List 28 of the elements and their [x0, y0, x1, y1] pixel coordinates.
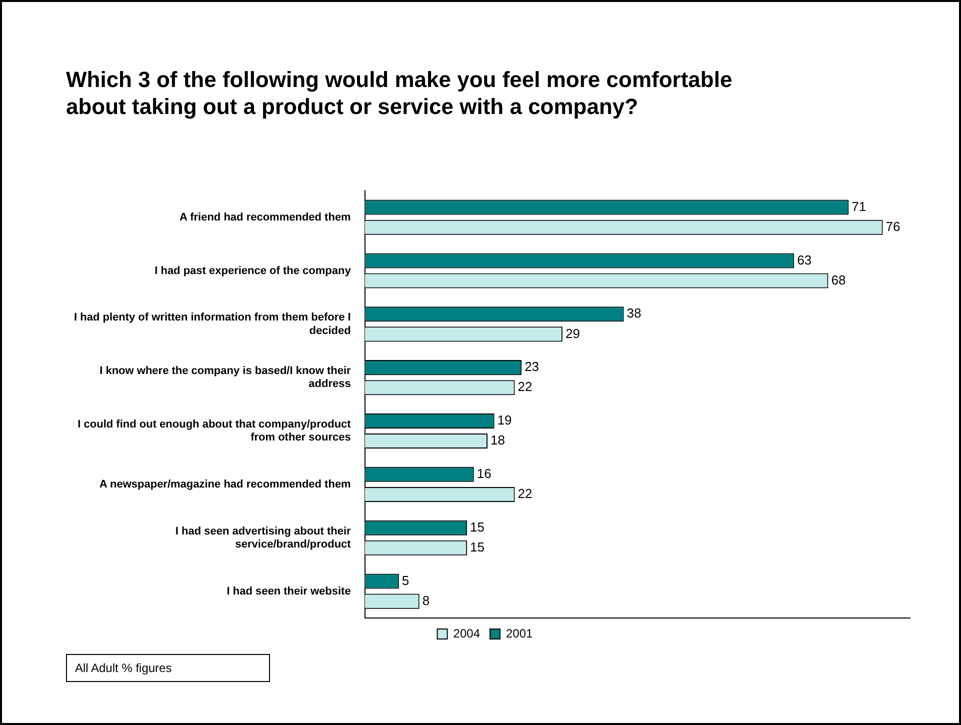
data-label: 71: [852, 198, 866, 214]
data-label: 38: [626, 306, 642, 321]
y-tick-label: A friend had recommended them: [180, 211, 352, 224]
data-label: 19: [497, 412, 512, 428]
data-label: 15: [470, 519, 485, 534]
y-tick-label: I know where the company is based/I know their address: [100, 365, 352, 390]
y-tick-label: I had seen their website: [226, 585, 351, 598]
y-tick-label: I had seen advertising about their service/brand/product: [175, 525, 352, 550]
data-label: 16: [476, 466, 492, 481]
data-label: 63: [797, 252, 812, 268]
data-label: 23: [524, 359, 540, 374]
data-label: 29: [565, 326, 580, 341]
y-tick-label: I had plenty of written information from them before I decided: [74, 312, 351, 337]
y-tick-label: A newspaper/magazine had recommended them: [99, 478, 352, 490]
text: All Adult % figures: [66, 654, 270, 682]
data-label: 15: [470, 539, 485, 554]
data-label: 8: [422, 592, 430, 608]
y-tick-label: I had past experience of the company: [154, 264, 352, 277]
chart-title: Which 3 of the following would make you feel more comfortable about taking out a product or service with a company?: [66, 66, 734, 120]
legend-label: 2004: [453, 626, 480, 640]
legend-label: 2001: [506, 626, 534, 640]
data-label: 5: [402, 572, 410, 588]
data-label: 22: [518, 379, 532, 394]
data-label: 18: [490, 432, 505, 448]
data-label: 76: [886, 218, 900, 234]
y-tick-label: I could find out enough about that company/product from other sources: [78, 418, 352, 444]
data-label: 68: [831, 272, 846, 288]
data-label: 22: [518, 486, 532, 502]
